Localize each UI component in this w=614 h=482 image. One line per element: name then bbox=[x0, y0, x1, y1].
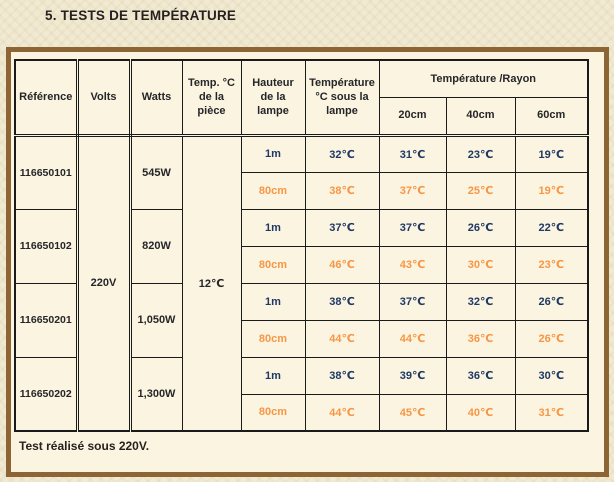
radius-60cm-cell: 22℃ bbox=[514, 208, 589, 247]
reference-cell: 116650102 bbox=[14, 208, 79, 284]
radius-40cm-cell: 25℃ bbox=[445, 171, 516, 210]
lamp-height-cell: 1m bbox=[240, 208, 306, 247]
col-header-temperature-by-radius: Température /Rayon bbox=[378, 59, 589, 98]
page-title: 5. TESTS DE TEMPÉRATURE bbox=[45, 8, 237, 23]
room-temp-cell: 12℃ bbox=[181, 134, 242, 432]
radius-60cm-cell: 26℃ bbox=[514, 282, 589, 321]
lamp-height-cell: 80cm bbox=[240, 319, 306, 358]
under-lamp-temp-cell: 38℃ bbox=[304, 356, 380, 395]
col-header-60cm: 60cm bbox=[514, 96, 589, 137]
radius-20cm-cell: 37℃ bbox=[378, 282, 447, 321]
under-lamp-temp-cell: 37℃ bbox=[304, 208, 380, 247]
radius-40cm-cell: 32℃ bbox=[445, 282, 516, 321]
col-header-under-lamp: Température °C sous la lampe bbox=[304, 59, 380, 137]
col-header-room-temp: Temp. °C de la pièce bbox=[181, 59, 242, 137]
radius-40cm-cell: 30℃ bbox=[445, 245, 516, 284]
under-lamp-temp-cell: 46℃ bbox=[304, 245, 380, 284]
radius-60cm-cell: 30℃ bbox=[514, 356, 589, 395]
col-header-20cm: 20cm bbox=[378, 96, 447, 137]
reference-cell: 116650101 bbox=[14, 134, 79, 210]
col-header-volts: Volts bbox=[76, 59, 132, 137]
table-row: 116650102 820W 1m 37℃ 37℃ 26℃ 22℃ bbox=[14, 208, 589, 284]
reference-cell: 116650201 bbox=[14, 282, 79, 358]
radius-20cm-cell: 45℃ bbox=[378, 393, 447, 432]
table-header: Référence Volts Watts Temp. °C de la piè… bbox=[14, 59, 589, 137]
footer-note: Test réalisé sous 220V. bbox=[19, 439, 150, 453]
table-row: 116650201 1,050W 1m 38℃ 37℃ 32℃ 26℃ bbox=[14, 282, 589, 358]
under-lamp-temp-cell: 38℃ bbox=[304, 171, 380, 210]
radius-20cm-cell: 44℃ bbox=[378, 319, 447, 358]
lamp-height-cell: 80cm bbox=[240, 245, 306, 284]
radius-40cm-cell: 36℃ bbox=[445, 319, 516, 358]
table-body: 116650101 220V 545W 12℃ 1m 32℃ 31℃ 23℃ 1… bbox=[14, 134, 589, 432]
table-row: 116650202 1,300W 1m 38℃ 39℃ 36℃ 30℃ bbox=[14, 356, 589, 432]
radius-20cm-cell: 31℃ bbox=[378, 134, 447, 173]
radius-20cm-cell: 37℃ bbox=[378, 208, 447, 247]
col-header-watts: Watts bbox=[129, 59, 183, 137]
watts-cell: 1,050W bbox=[129, 282, 183, 358]
lamp-height-cell: 1m bbox=[240, 134, 306, 173]
col-header-40cm: 40cm bbox=[445, 96, 516, 137]
col-header-lamp-height: Hauteur de la lampe bbox=[240, 59, 306, 137]
table-row: 116650101 220V 545W 12℃ 1m 32℃ 31℃ 23℃ 1… bbox=[14, 134, 589, 432]
radius-20cm-cell: 43℃ bbox=[378, 245, 447, 284]
radius-40cm-cell: 26℃ bbox=[445, 208, 516, 247]
col-header-reference: Référence bbox=[14, 59, 79, 137]
radius-60cm-cell: 19℃ bbox=[514, 134, 589, 173]
header-row-radius: 20cm 40cm 60cm bbox=[15, 96, 589, 137]
radius-60cm-cell: 19℃ bbox=[514, 171, 589, 210]
reference-cell: 116650202 bbox=[14, 356, 79, 432]
watts-cell: 1,300W bbox=[129, 356, 183, 432]
volts-cell: 220V bbox=[76, 134, 132, 432]
lamp-height-cell: 1m bbox=[240, 282, 306, 321]
radius-40cm-cell: 40℃ bbox=[445, 393, 516, 432]
radius-40cm-cell: 36℃ bbox=[445, 356, 516, 395]
table-row: 80cm 44℃ 45℃ 40℃ 31℃ bbox=[15, 393, 589, 432]
radius-60cm-cell: 23℃ bbox=[514, 245, 589, 284]
radius-60cm-cell: 31℃ bbox=[514, 393, 589, 432]
under-lamp-temp-cell: 38℃ bbox=[304, 282, 380, 321]
under-lamp-temp-cell: 32℃ bbox=[304, 134, 380, 173]
radius-20cm-cell: 39℃ bbox=[378, 356, 447, 395]
watts-cell: 545W bbox=[129, 134, 183, 210]
temperature-table: Référence Volts Watts Temp. °C de la piè… bbox=[14, 59, 589, 432]
under-lamp-temp-cell: 44℃ bbox=[304, 393, 380, 432]
radius-60cm-cell: 26℃ bbox=[514, 319, 589, 358]
radius-20cm-cell: 37℃ bbox=[378, 171, 447, 210]
watts-cell: 820W bbox=[129, 208, 183, 284]
header-row-main: Référence Volts Watts Temp. °C de la piè… bbox=[14, 59, 589, 137]
lamp-height-cell: 1m bbox=[240, 356, 306, 395]
under-lamp-temp-cell: 44℃ bbox=[304, 319, 380, 358]
content-frame: Référence Volts Watts Temp. °C de la piè… bbox=[6, 47, 609, 477]
lamp-height-cell: 80cm bbox=[240, 171, 306, 210]
radius-40cm-cell: 23℃ bbox=[445, 134, 516, 173]
lamp-height-cell: 80cm bbox=[240, 393, 306, 432]
